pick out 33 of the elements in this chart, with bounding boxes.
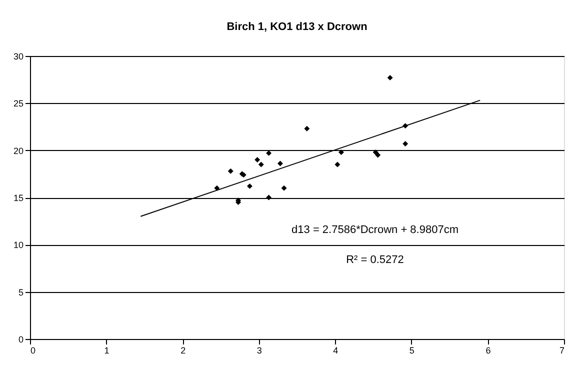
chart-title: Birch 1, KO1 d13 x Dcrown	[226, 21, 368, 33]
y-tick-label: 15	[13, 193, 24, 203]
x-tick-label: 1	[104, 346, 110, 356]
x-tick-label: 0	[30, 346, 36, 356]
point	[334, 162, 340, 168]
annotation: d13 = 2.7586*Dcrown + 8.9807cm	[292, 224, 458, 236]
y-tick-label: 30	[13, 52, 24, 62]
point	[277, 160, 283, 166]
point	[387, 74, 393, 80]
x-tick-label: 2	[180, 346, 186, 356]
annotation: R² = 0.5272	[346, 254, 404, 266]
x-tick-label: 6	[486, 346, 491, 356]
point	[228, 168, 234, 174]
point	[402, 140, 408, 146]
x-tick-label: 7	[559, 346, 564, 356]
y-tick-label: 25	[13, 98, 24, 109]
point	[338, 149, 344, 155]
y-tick-label: 20	[13, 146, 24, 156]
x-tick-label: 5	[409, 346, 414, 356]
y-tick-label: 0	[18, 334, 24, 344]
y-tick-label: 5	[18, 287, 24, 298]
x-tick-label: 4	[333, 346, 338, 356]
point	[375, 152, 381, 158]
point	[246, 183, 252, 189]
point	[266, 194, 272, 200]
point	[281, 185, 287, 191]
point	[304, 126, 310, 132]
point	[258, 162, 264, 168]
x-tick-label: 3	[256, 346, 262, 356]
point	[214, 185, 220, 191]
point	[254, 157, 260, 163]
y-tick-label: 10	[13, 240, 24, 250]
point	[372, 149, 378, 155]
